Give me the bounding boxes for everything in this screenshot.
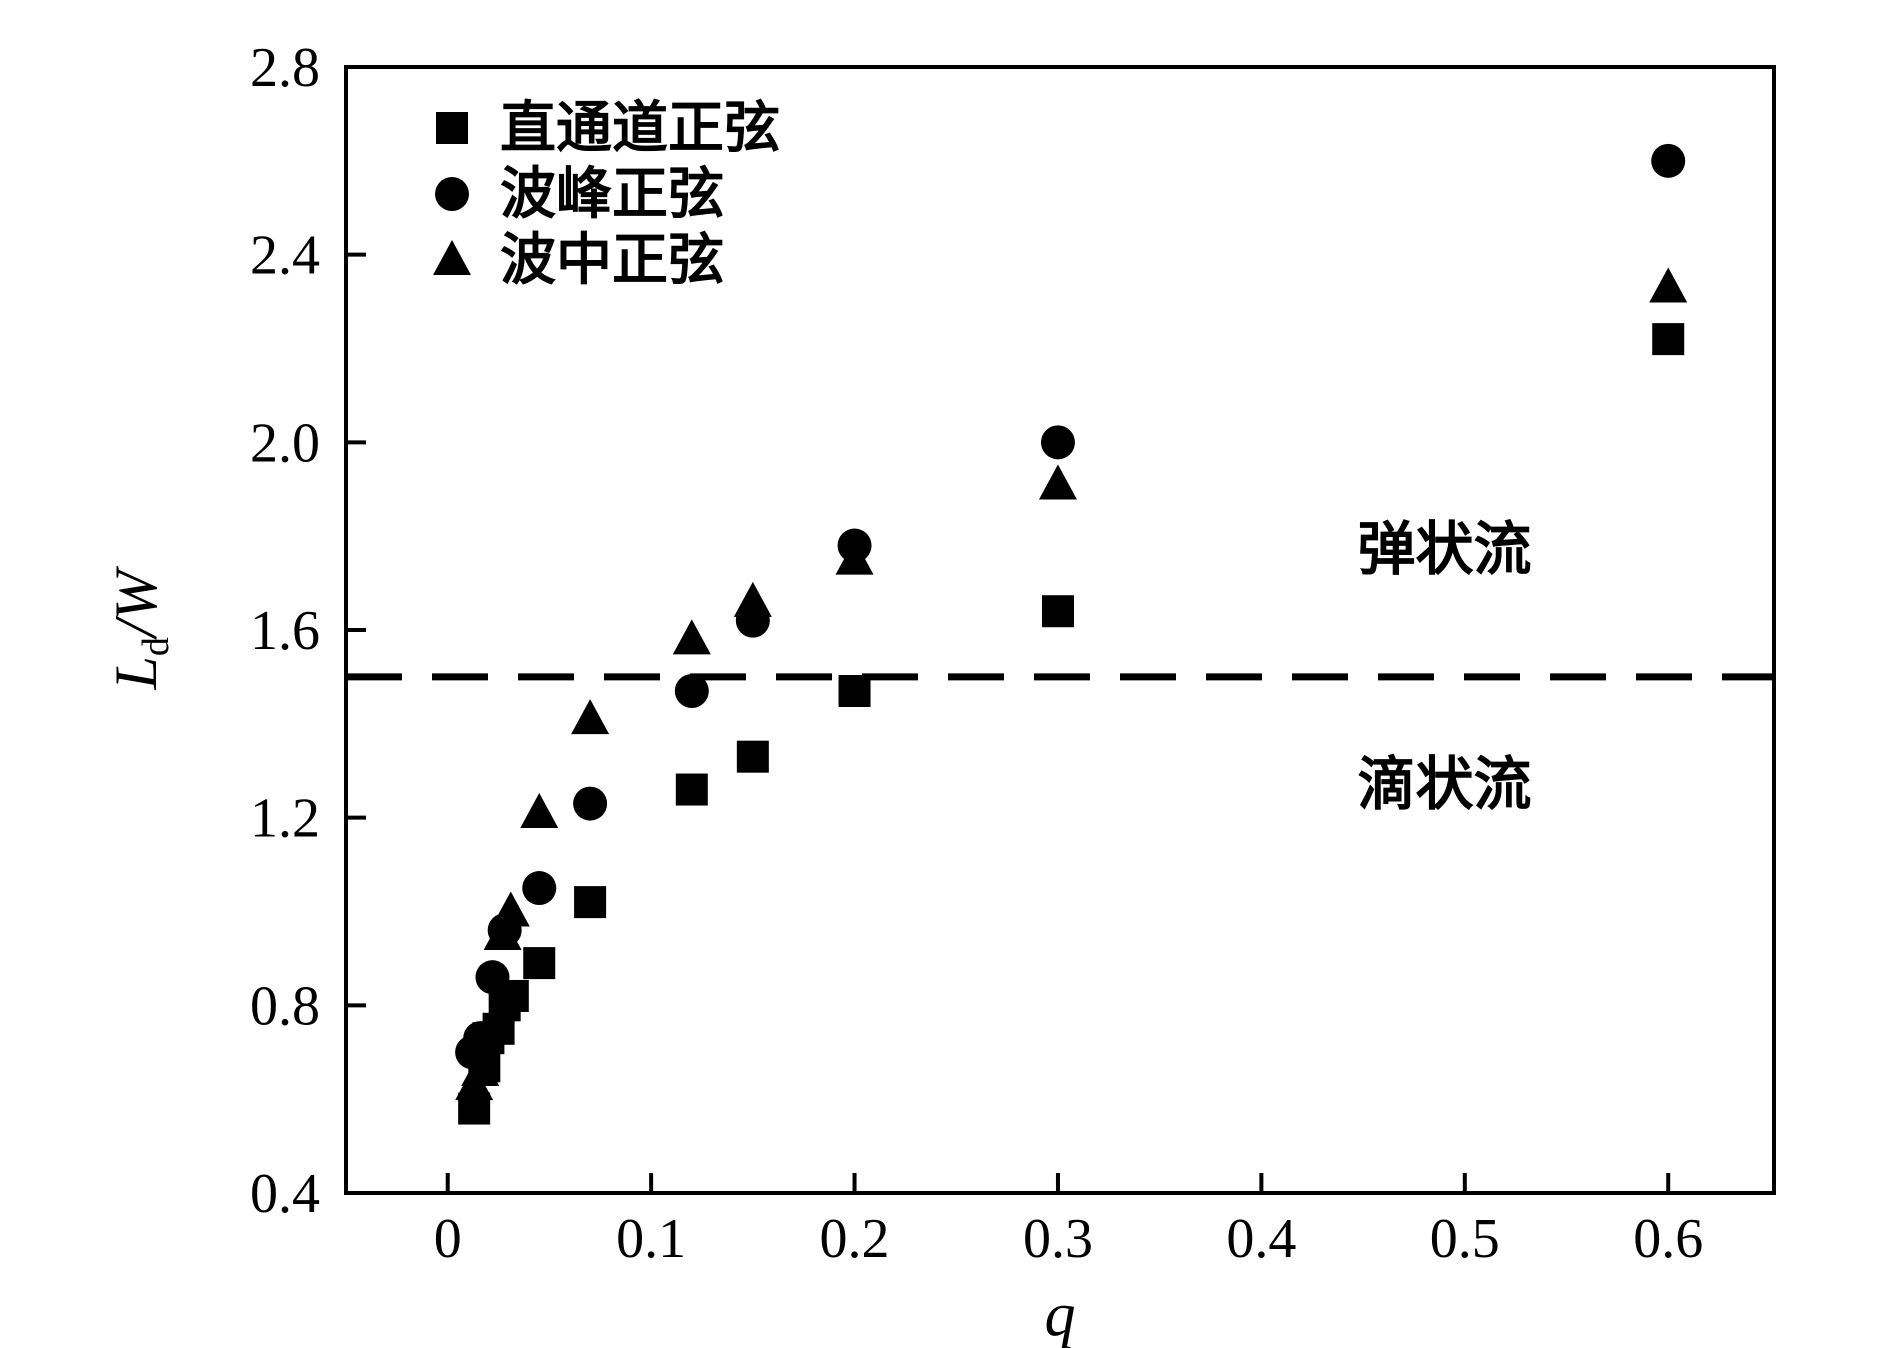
y-tick-label: 2.0 — [250, 412, 320, 474]
y-tick-label: 0.8 — [250, 975, 320, 1037]
data-point-circle — [1651, 143, 1686, 178]
data-point-square — [838, 674, 871, 707]
y-tick-label: 2.4 — [250, 225, 320, 287]
data-point-triangle — [483, 914, 522, 950]
data-point-triangle — [491, 891, 530, 927]
data-point-triangle — [461, 1051, 500, 1087]
x-tick-label: 0.3 — [1023, 1208, 1093, 1270]
y-tick-label: 1.6 — [250, 600, 320, 662]
data-point-triangle — [733, 581, 772, 617]
x-axis: 0 0.1 0.2 0.3 0.4 0.5 0.6 — [434, 1173, 1703, 1270]
x-tick-label: 0.5 — [1430, 1208, 1500, 1270]
y-tick-label: 0.4 — [250, 1163, 320, 1225]
x-tick-label: 0.6 — [1633, 1208, 1703, 1270]
y-axis-label: Ld/W — [103, 565, 177, 690]
data-point-triangle — [520, 792, 559, 828]
y-tick-label: 2.8 — [250, 37, 320, 99]
annotation-label: 弹状流 — [1357, 517, 1531, 582]
x-tick-label: 0.1 — [616, 1208, 686, 1270]
data-point-triangle — [1038, 464, 1077, 500]
x-tick-label: 0.2 — [820, 1208, 890, 1270]
series-triangle — [455, 267, 1688, 1101]
data-point-triangle — [1649, 267, 1688, 303]
legend-label: 波峰正弦 — [500, 164, 724, 226]
x-tick-label: 0 — [434, 1208, 462, 1270]
legend-label: 直通道正弦 — [500, 98, 780, 160]
data-point-circle — [573, 786, 608, 821]
data-point-circle — [522, 871, 557, 906]
data-point-square — [736, 740, 769, 773]
data-point-triangle — [672, 619, 711, 655]
data-point-square — [523, 947, 556, 980]
data-point-triangle — [571, 699, 610, 735]
data-points — [455, 143, 1688, 1125]
data-point-circle — [463, 1021, 498, 1056]
data-point-square — [1652, 323, 1685, 356]
data-point-circle — [1040, 425, 1075, 460]
legend-marker-square — [436, 112, 468, 144]
data-point-square — [1041, 595, 1074, 628]
y-tick-label: 1.2 — [250, 788, 320, 850]
x-axis-label: q — [1045, 1281, 1076, 1348]
data-point-circle — [674, 673, 709, 708]
annotation-label: 滴状流 — [1357, 752, 1531, 817]
legend-label: 波中正弦 — [500, 230, 724, 292]
x-tick-label: 0.4 — [1226, 1208, 1296, 1270]
data-point-triangle — [835, 539, 874, 575]
data-point-circle — [475, 960, 510, 995]
legend-marker-triangle — [433, 240, 471, 275]
data-point-square — [574, 886, 607, 919]
y-axis: 0.4 0.8 1.2 1.6 2.0 2.4 2.8 — [250, 37, 366, 1225]
data-point-square — [675, 773, 708, 806]
legend-marker-circle — [435, 177, 469, 211]
